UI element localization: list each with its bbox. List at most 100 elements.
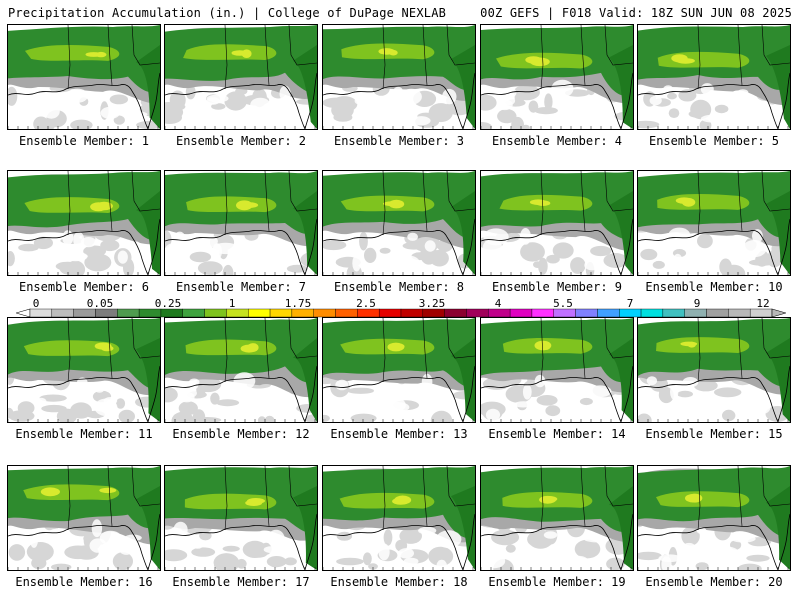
colorbar-segment — [313, 308, 336, 318]
precipitation-map — [323, 466, 475, 570]
chart-title: Precipitation Accumulation (in.) | Colle… — [8, 6, 447, 20]
colorbar-segment — [597, 308, 620, 318]
ensemble-member-label: Ensemble Member: 15 — [645, 427, 783, 441]
colorbar-tick-label: 2.5 — [356, 297, 376, 310]
ensemble-map-19 — [480, 465, 634, 571]
precipitation-map — [8, 466, 160, 570]
colorbar-tick-label: 0 — [32, 297, 40, 310]
ensemble-member-label: Ensemble Member: 10 — [645, 280, 783, 294]
colorbar-segment — [531, 308, 554, 318]
colorbar-segment — [357, 308, 380, 318]
colorbar-tick-label: 5.5 — [553, 297, 573, 310]
colorbar-segment — [706, 308, 729, 318]
colorbar-tick-label: 12 — [756, 297, 770, 310]
colorbar-segment — [378, 308, 402, 318]
precipitation-map — [481, 318, 633, 422]
colorbar-segment — [95, 308, 118, 318]
precipitation-map — [638, 318, 790, 422]
ensemble-member-label: Ensemble Member: 11 — [15, 427, 153, 441]
colorbar-segment — [51, 308, 74, 318]
ensemble-member-label: Ensemble Member: 20 — [645, 575, 783, 589]
colorbar-right-arrow — [771, 308, 786, 318]
ensemble-map-3 — [322, 24, 476, 130]
ensemble-member-label: Ensemble Member: 16 — [15, 575, 153, 589]
ensemble-map-20 — [637, 465, 791, 571]
precipitation-map — [8, 25, 160, 129]
ensemble-member-label: Ensemble Member: 5 — [648, 134, 780, 148]
ensemble-member-label: Ensemble Member: 1 — [18, 134, 150, 148]
colorbar-segment — [400, 308, 424, 318]
ensemble-member-label: Ensemble Member: 9 — [491, 280, 623, 294]
colorbar-segment — [160, 308, 183, 318]
ensemble-map-16 — [7, 465, 161, 571]
ensemble-map-7 — [164, 170, 318, 276]
colorbar-segment — [575, 308, 598, 318]
colorbar-tick-label: 3.25 — [418, 297, 446, 310]
model-run-info: 00Z GEFS | F018 Valid: 18Z SUN JUN 08 20… — [480, 6, 792, 20]
precipitation-map — [481, 171, 633, 275]
colorbar-segment — [291, 308, 314, 318]
precipitation-map — [481, 466, 633, 570]
colorbar-segment — [117, 308, 140, 318]
colorbar-tick-label: 0.05 — [86, 297, 114, 310]
precipitation-map — [165, 171, 317, 275]
precipitation-map — [165, 466, 317, 570]
colorbar-tick-label: 1.75 — [284, 297, 312, 310]
ensemble-member-label: Ensemble Member: 14 — [488, 427, 626, 441]
ensemble-map-4 — [480, 24, 634, 130]
ensemble-member-label: Ensemble Member: 7 — [175, 280, 307, 294]
ensemble-map-2 — [164, 24, 318, 130]
ensemble-map-14 — [480, 317, 634, 423]
ensemble-member-label: Ensemble Member: 3 — [333, 134, 465, 148]
colorbar-segment — [749, 308, 773, 318]
colorbar-segment — [269, 308, 293, 318]
precipitation-map — [165, 318, 317, 422]
colorbar-segment — [335, 308, 358, 318]
precipitation-map — [323, 25, 475, 129]
colorbar-tick-label: 4 — [494, 297, 502, 310]
ensemble-map-11 — [7, 317, 161, 423]
colorbar-segment — [684, 308, 707, 318]
colorbar-segment — [204, 308, 227, 318]
precipitation-map — [323, 171, 475, 275]
ensemble-member-label: Ensemble Member: 17 — [172, 575, 310, 589]
ensemble-map-9 — [480, 170, 634, 276]
ensemble-map-18 — [322, 465, 476, 571]
ensemble-member-label: Ensemble Member: 6 — [18, 280, 150, 294]
colorbar-tick-label: 0.25 — [154, 297, 182, 310]
colorbar-segment — [422, 308, 445, 318]
precipitation-map — [638, 466, 790, 570]
colorbar-segment — [73, 308, 96, 318]
ensemble-map-8 — [322, 170, 476, 276]
precipitation-map — [481, 25, 633, 129]
ensemble-map-5 — [637, 24, 791, 130]
ensemble-map-17 — [164, 465, 318, 571]
ensemble-member-label: Ensemble Member: 2 — [175, 134, 307, 148]
precipitation-map — [638, 25, 790, 129]
ensemble-member-label: Ensemble Member: 18 — [330, 575, 468, 589]
ensemble-map-1 — [7, 24, 161, 130]
ensemble-map-6 — [7, 170, 161, 276]
ensemble-member-label: Ensemble Member: 13 — [330, 427, 468, 441]
colorbar-segment — [640, 308, 664, 318]
colorbar-segment — [553, 308, 576, 318]
colorbar-segment — [509, 308, 533, 318]
colorbar-tick-label: 1 — [228, 297, 236, 310]
precipitation-map — [8, 318, 160, 422]
ensemble-map-15 — [637, 317, 791, 423]
ensemble-map-10 — [637, 170, 791, 276]
colorbar-segment — [29, 308, 53, 318]
colorbar-segment — [466, 308, 489, 318]
colorbar-left-arrow — [16, 308, 31, 318]
precipitation-map — [323, 318, 475, 422]
precipitation-map — [165, 25, 317, 129]
colorbar-segment — [248, 308, 271, 318]
colorbar-segment — [728, 308, 751, 318]
ensemble-map-13 — [322, 317, 476, 423]
precipitation-map — [638, 171, 790, 275]
precipitation-colorbar — [16, 308, 786, 318]
colorbar-tick-label: 7 — [626, 297, 634, 310]
colorbar-tick-label: 9 — [693, 297, 701, 310]
colorbar-segment — [444, 308, 467, 318]
colorbar-segment — [662, 308, 685, 318]
